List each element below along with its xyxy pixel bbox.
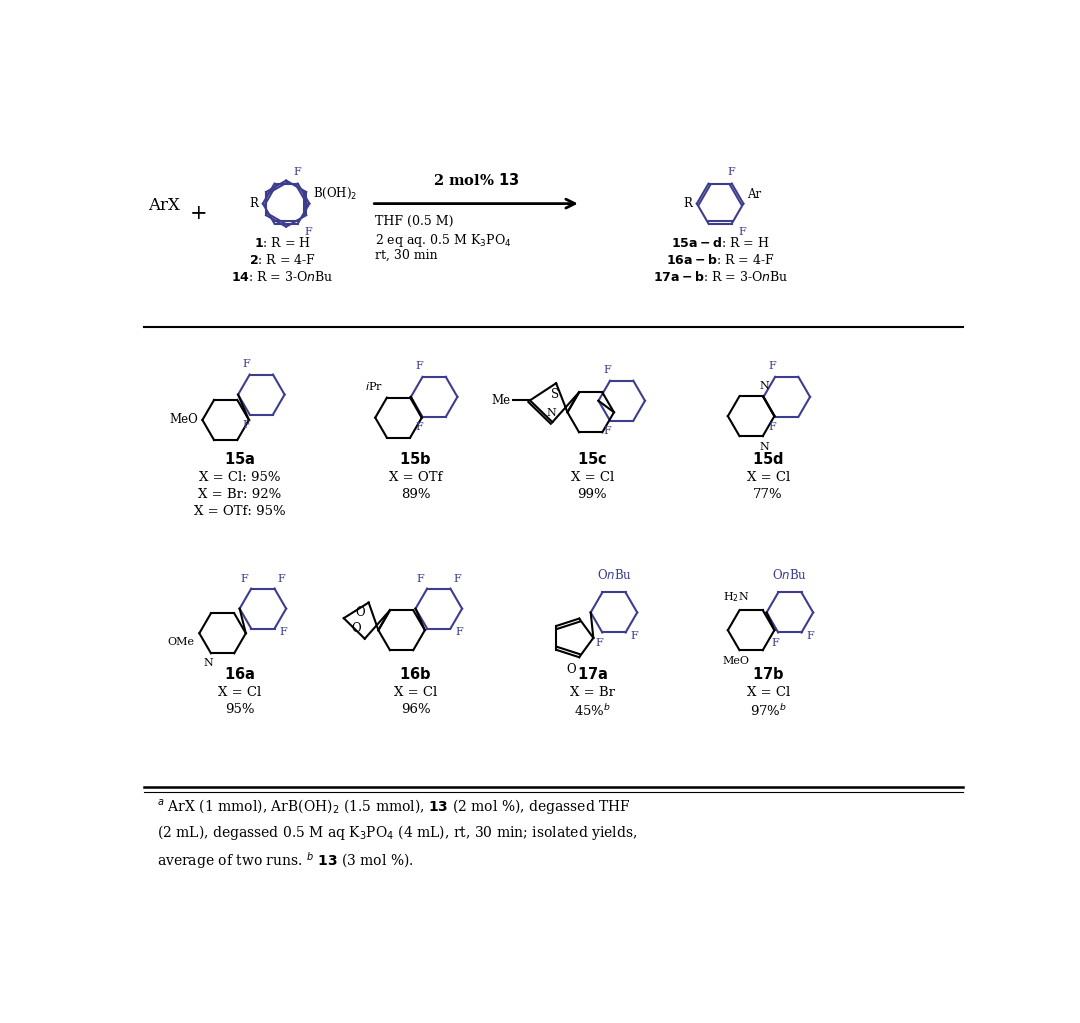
Text: F: F bbox=[279, 627, 287, 636]
Text: X = Br: 92%: X = Br: 92% bbox=[198, 488, 281, 500]
Text: O: O bbox=[567, 663, 577, 676]
Text: F: F bbox=[603, 427, 611, 436]
Text: F: F bbox=[243, 359, 251, 369]
Text: F: F bbox=[454, 574, 461, 584]
Text: F: F bbox=[416, 422, 423, 433]
Text: 2 eq aq. 0.5 M K$_3$PO$_4$: 2 eq aq. 0.5 M K$_3$PO$_4$ bbox=[375, 232, 512, 249]
Text: 89%: 89% bbox=[401, 488, 430, 500]
Text: X = Cl: X = Cl bbox=[746, 686, 789, 700]
Text: MeO: MeO bbox=[170, 413, 198, 427]
Text: F: F bbox=[768, 361, 775, 371]
Text: X = OTf: 95%: X = OTf: 95% bbox=[193, 504, 285, 518]
Text: N: N bbox=[546, 407, 556, 417]
Text: +: + bbox=[190, 205, 207, 223]
Text: 77%: 77% bbox=[754, 488, 783, 500]
Text: O$n$Bu: O$n$Bu bbox=[772, 568, 807, 582]
Text: F: F bbox=[771, 638, 779, 648]
Text: Me: Me bbox=[491, 394, 511, 407]
Text: 2 mol% $\mathbf{13}$: 2 mol% $\mathbf{13}$ bbox=[433, 172, 519, 188]
Text: average of two runs. $^{b}$ $\mathbf{13}$ (3 mol %).: average of two runs. $^{b}$ $\mathbf{13}… bbox=[157, 850, 414, 871]
Text: X = Cl: 95%: X = Cl: 95% bbox=[199, 471, 281, 484]
Text: X = Cl: X = Cl bbox=[218, 686, 261, 700]
Text: $\mathbf{1}$: R = H: $\mathbf{1}$: R = H bbox=[254, 236, 311, 250]
Text: F: F bbox=[738, 227, 745, 236]
Text: O: O bbox=[355, 607, 365, 619]
Text: F: F bbox=[595, 638, 603, 648]
Text: F: F bbox=[303, 227, 312, 236]
Text: Ar: Ar bbox=[747, 187, 761, 201]
Text: F: F bbox=[455, 627, 463, 636]
Text: $\mathbf{15a}$: $\mathbf{15a}$ bbox=[224, 451, 255, 466]
Text: R: R bbox=[684, 197, 692, 210]
Text: OMe: OMe bbox=[167, 637, 194, 648]
Text: $\mathbf{17a}$: $\mathbf{17a}$ bbox=[577, 666, 608, 682]
Text: $\mathbf{15b}$: $\mathbf{15b}$ bbox=[400, 451, 432, 466]
Text: F: F bbox=[603, 365, 611, 375]
Text: F: F bbox=[243, 420, 251, 430]
Text: N: N bbox=[759, 381, 769, 391]
Text: rt, 30 min: rt, 30 min bbox=[375, 249, 437, 262]
Text: F: F bbox=[294, 168, 301, 177]
Text: $\mathbf{14}$: R = 3-O$n$Bu: $\mathbf{14}$: R = 3-O$n$Bu bbox=[231, 270, 334, 283]
Text: F: F bbox=[768, 422, 775, 433]
Text: B(OH)$_2$: B(OH)$_2$ bbox=[313, 185, 357, 201]
Text: F: F bbox=[278, 574, 285, 584]
Text: $\mathbf{15d}$: $\mathbf{15d}$ bbox=[753, 451, 784, 466]
Text: 99%: 99% bbox=[578, 488, 607, 500]
Text: F: F bbox=[728, 168, 735, 177]
Text: F: F bbox=[416, 361, 423, 371]
Text: 97%$^{b}$: 97%$^{b}$ bbox=[750, 704, 786, 719]
Text: S: S bbox=[551, 388, 558, 401]
Text: (2 mL), degassed 0.5 M aq K$_3$PO$_4$ (4 mL), rt, 30 min; isolated yields,: (2 mL), degassed 0.5 M aq K$_3$PO$_4$ (4… bbox=[157, 824, 637, 843]
Text: 95%: 95% bbox=[225, 704, 255, 716]
Text: F: F bbox=[806, 630, 814, 640]
Text: $^{a}$ ArX (1 mmol), ArB(OH)$_2$ (1.5 mmol), $\mathbf{13}$ (2 mol %), degassed T: $^{a}$ ArX (1 mmol), ArB(OH)$_2$ (1.5 mm… bbox=[157, 797, 631, 816]
Text: N: N bbox=[203, 658, 213, 668]
Text: H$_2$N: H$_2$N bbox=[724, 590, 750, 604]
Text: N: N bbox=[759, 442, 769, 451]
Text: $\mathbf{16a-b}$: R = 4-F: $\mathbf{16a-b}$: R = 4-F bbox=[666, 253, 774, 267]
Text: THF (0.5 M): THF (0.5 M) bbox=[375, 215, 454, 228]
Text: $\mathbf{16b}$: $\mathbf{16b}$ bbox=[400, 666, 432, 682]
Text: 45%$^{b}$: 45%$^{b}$ bbox=[573, 704, 611, 719]
Text: F: F bbox=[416, 574, 424, 584]
Text: O$n$Bu: O$n$Bu bbox=[596, 568, 632, 582]
Text: X = Br: X = Br bbox=[570, 686, 615, 700]
Text: 96%: 96% bbox=[401, 704, 430, 716]
Text: F: F bbox=[631, 630, 638, 640]
Text: O: O bbox=[351, 622, 361, 635]
Text: MeO: MeO bbox=[723, 657, 750, 666]
Text: $\mathbf{15c}$: $\mathbf{15c}$ bbox=[577, 451, 607, 466]
Text: X = OTf: X = OTf bbox=[389, 471, 442, 484]
Text: X = Cl: X = Cl bbox=[394, 686, 437, 700]
Text: X = Cl: X = Cl bbox=[570, 471, 613, 484]
Text: $\mathbf{15a-d}$: R = H: $\mathbf{15a-d}$: R = H bbox=[671, 236, 769, 250]
Text: $i$Pr: $i$Pr bbox=[365, 380, 383, 392]
Text: $\mathbf{17a-b}$: R = 3-O$n$Bu: $\mathbf{17a-b}$: R = 3-O$n$Bu bbox=[652, 270, 787, 283]
Text: ArX: ArX bbox=[149, 197, 180, 215]
Text: $\mathbf{16a}$: $\mathbf{16a}$ bbox=[224, 666, 255, 682]
Text: $\mathbf{2}$: R = 4-F: $\mathbf{2}$: R = 4-F bbox=[248, 253, 315, 267]
Text: $\mathbf{17b}$: $\mathbf{17b}$ bbox=[752, 666, 784, 682]
Text: R: R bbox=[249, 197, 258, 210]
Text: F: F bbox=[241, 574, 248, 584]
Text: X = Cl: X = Cl bbox=[746, 471, 789, 484]
